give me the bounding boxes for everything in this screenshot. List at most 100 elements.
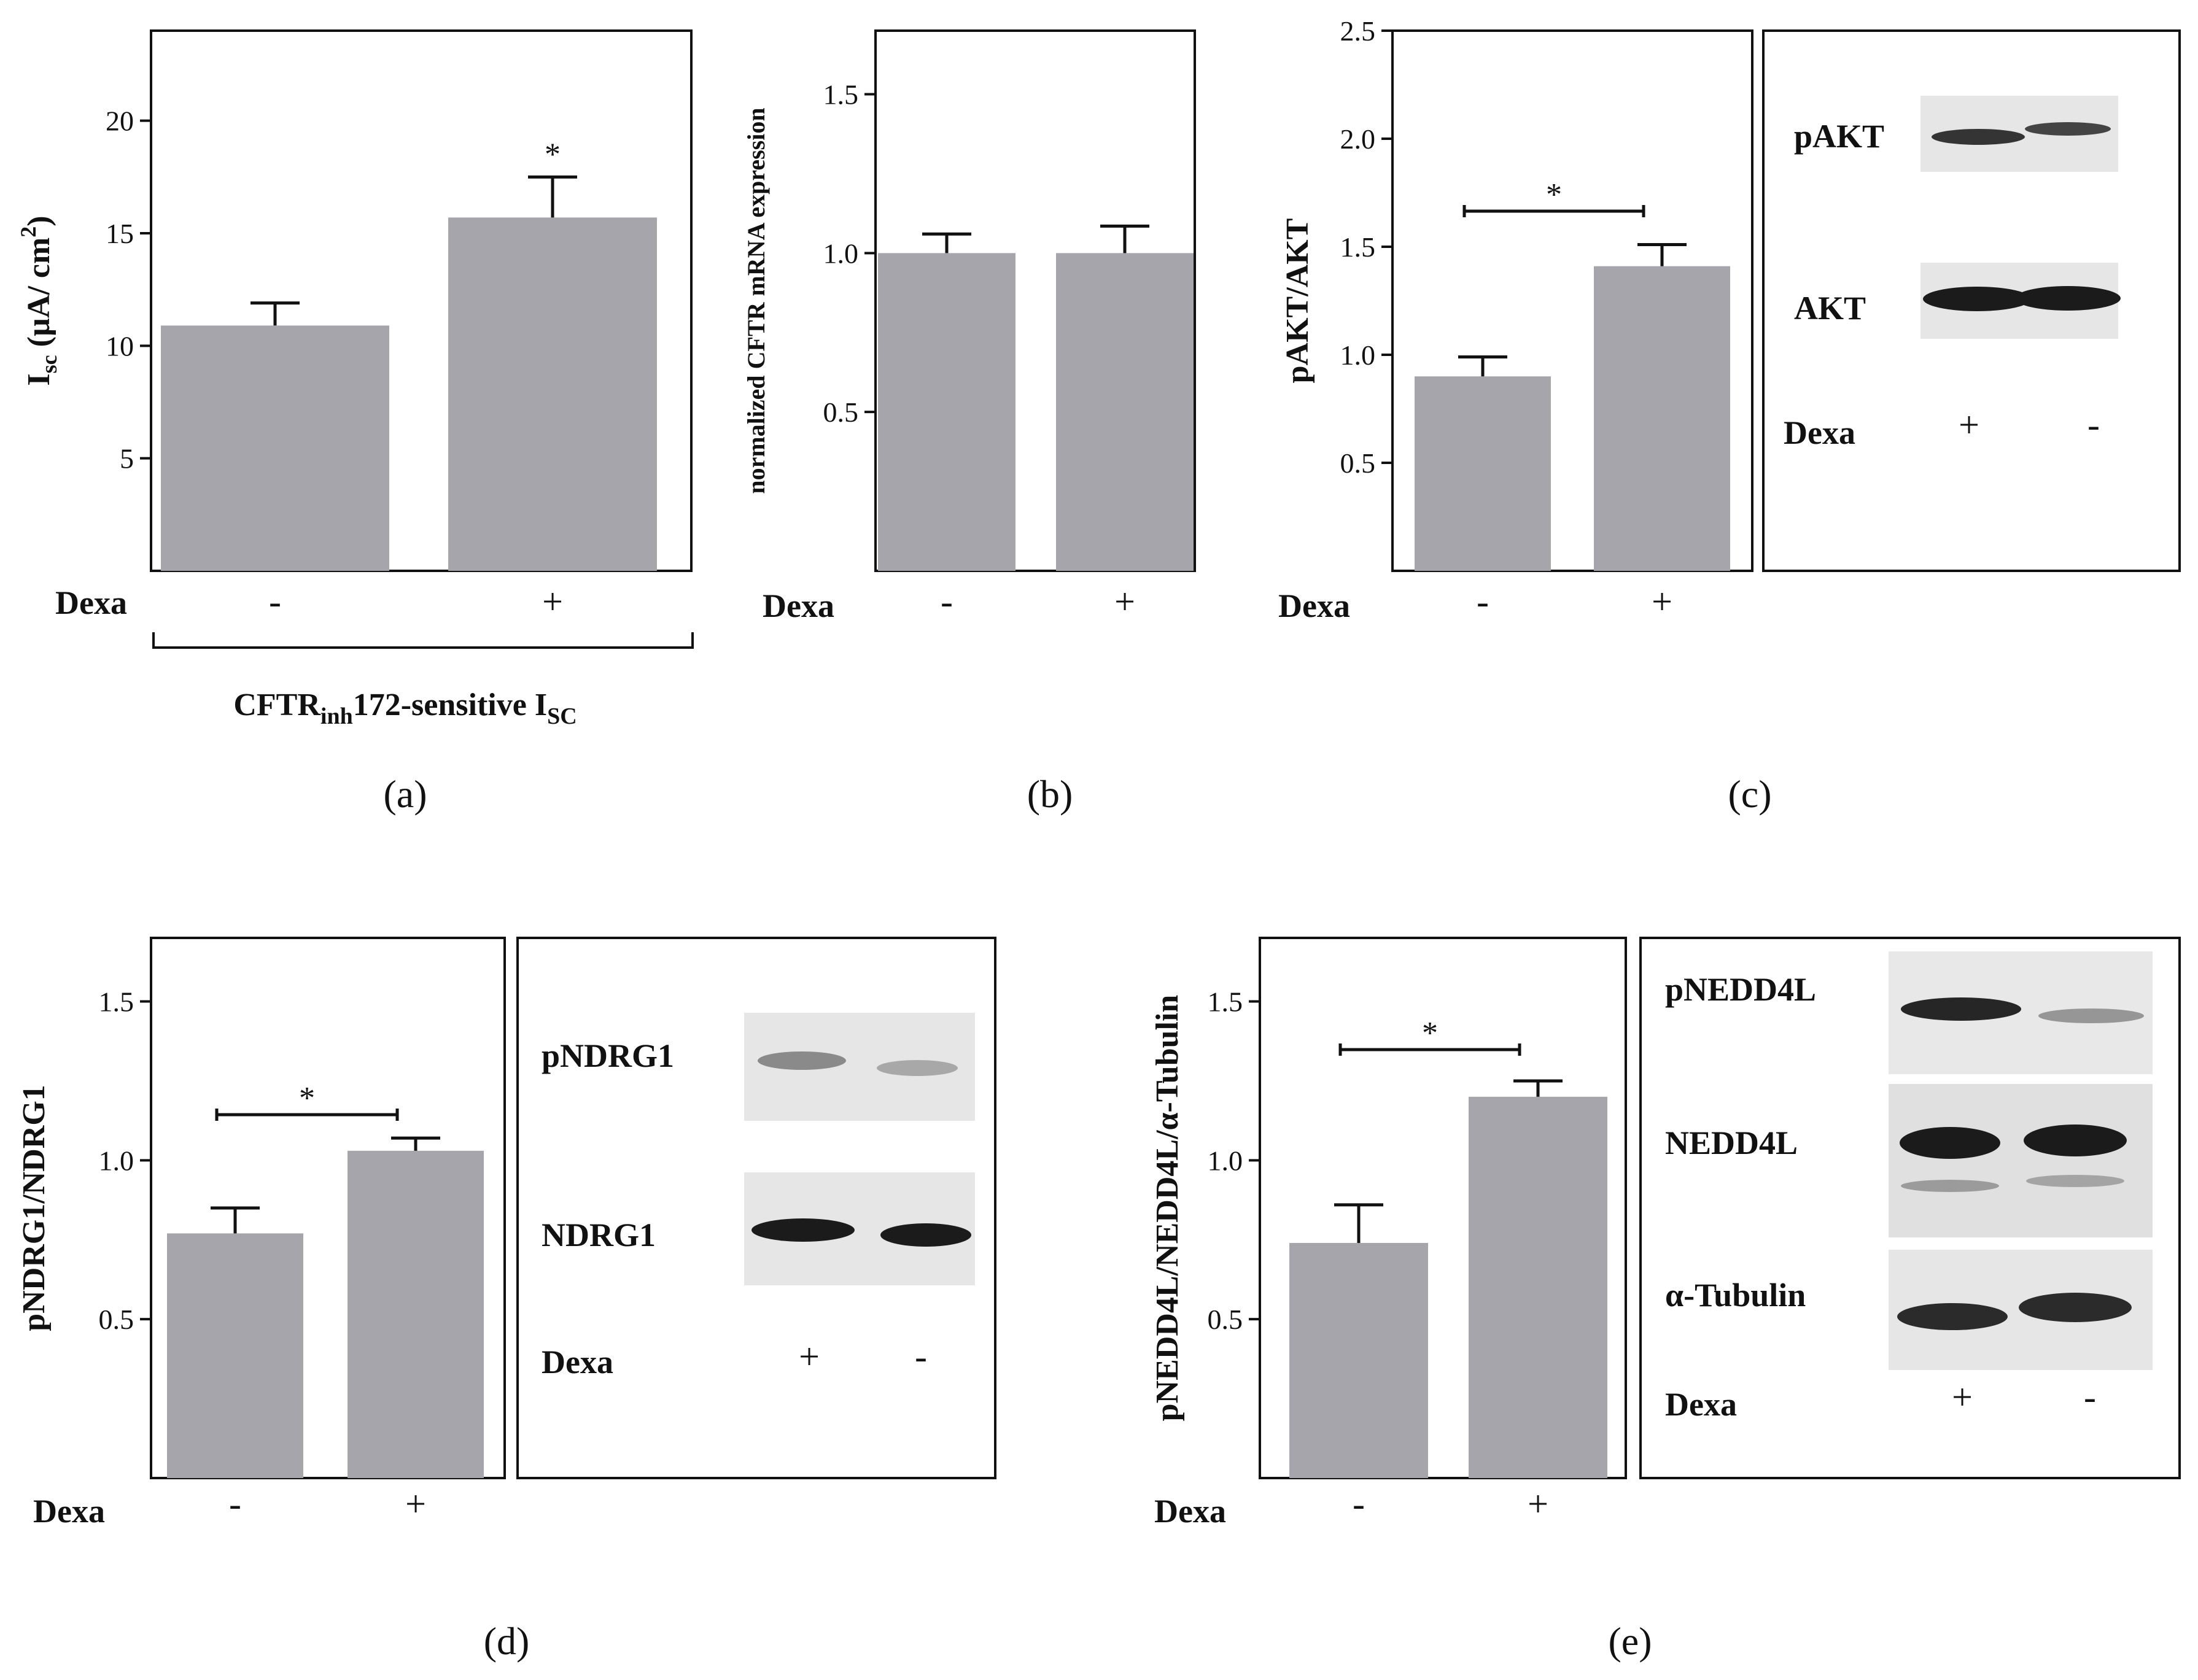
- panel-c-lane-plus: +: [1959, 405, 1979, 445]
- panel-a-ytick-label: 10: [106, 330, 134, 362]
- panel-d-lane-plus: +: [799, 1336, 820, 1377]
- panel-c-blot-frame: [1762, 29, 2181, 572]
- panel-d-ytick-label: 1.0: [99, 1145, 134, 1176]
- panel-e-chart: 0.5 1.0 1.5 - + *: [1208, 986, 1607, 1524]
- panel-a-group-bracket: [152, 632, 694, 649]
- panel-c-caption: (c): [1728, 772, 1771, 816]
- panel-c-chart: 0.5 1.0 1.5 2.0 2.5 - + *: [1340, 15, 1730, 622]
- panel-d-frame: [150, 937, 506, 1479]
- ndrg1-band-plus: [751, 1218, 855, 1242]
- panel-c-blot-dexa-label: Dexa: [1784, 414, 1855, 451]
- panel-e-bar: [1289, 1242, 1428, 1478]
- tubulin-band-plus: [1897, 1303, 2008, 1330]
- panel-e-significance-bracket: [1338, 1043, 1521, 1056]
- panel-b: 0.5 1.0 1.5 - + normalized CFTR mRNA express…: [742, 29, 1196, 816]
- pnedd4l-band-minus: [2038, 1008, 2144, 1023]
- panel-d-ytick-label: 1.5: [99, 986, 134, 1018]
- panel-c-ytick-label: 1.5: [1340, 231, 1376, 263]
- pakt-band-plus: [1932, 129, 2025, 145]
- panel-b-caption: (b): [1027, 772, 1073, 816]
- panel-c-ytick-label: 2.5: [1340, 15, 1376, 47]
- panel-c-significance-star: *: [1546, 177, 1562, 212]
- panel-d-bar: [348, 1150, 484, 1478]
- panel-d-category-label: -: [229, 1484, 241, 1524]
- panel-a-category-label: +: [542, 581, 563, 622]
- panel-c-ytick-label: 2.0: [1340, 123, 1376, 155]
- panel-d-blot-dexa-label: Dexa: [542, 1344, 613, 1380]
- akt-band-minus: [2015, 286, 2121, 311]
- panel-e-lane-minus: -: [2084, 1377, 2096, 1417]
- panel-c: 0.5 1.0 1.5 2.0 2.5 - + * pAKT/AKT Dexa (c) pAK…: [1278, 15, 2181, 816]
- panel-b-chart: 0.5 1.0 1.5 - +: [823, 79, 1194, 622]
- panel-e-lane-plus: +: [1952, 1377, 1973, 1417]
- panel-b-category-label: -: [941, 581, 953, 622]
- panel-a-dexa-label: Dexa: [55, 584, 127, 621]
- panel-d: 0.5 1.0 1.5 - + * pNDRG1/NDRG1 Dexa (d) pNDRG…: [17, 937, 996, 1663]
- panel-d-ytick-label: 0.5: [99, 1304, 134, 1335]
- panel-b-y-axis-title: normalized CFTR mRNA expression: [742, 107, 770, 494]
- panel-b-category-label: +: [1114, 581, 1135, 622]
- panel-d-blot: pNDRG1 NDRG1 Dexa + -: [516, 937, 996, 1479]
- panel-c-frame: [1391, 29, 1753, 572]
- panel-d-significance-star: *: [299, 1081, 315, 1116]
- panel-c-category-label: -: [1477, 581, 1489, 622]
- pndrg1-blot-image: [744, 1013, 975, 1121]
- pakt-band-minus: [2025, 122, 2111, 136]
- akt-label: AKT: [1794, 290, 1866, 327]
- panel-d-caption: (d): [484, 1619, 530, 1663]
- panel-b-frame: [874, 29, 1196, 572]
- panel-e-dexa-label: Dexa: [1154, 1493, 1226, 1530]
- panel-e-ytick-label: 1.0: [1208, 1145, 1243, 1176]
- panel-a-caption: (a): [383, 772, 427, 816]
- tubulin-label: α-Tubulin: [1665, 1277, 1806, 1314]
- panel-b-ytick-label: 1.5: [823, 79, 859, 110]
- panel-a-bar: [448, 217, 657, 571]
- tubulin-band-minus: [2019, 1293, 2132, 1322]
- panel-d-significance-bracket: [215, 1109, 399, 1121]
- panel-c-blot: pAKT AKT Dexa + -: [1762, 29, 2181, 572]
- panel-b-ytick-label: 0.5: [823, 397, 859, 428]
- panel-c-bar: [1594, 266, 1730, 571]
- akt-band-plus: [1923, 287, 2031, 311]
- pnedd4l-band-plus: [1901, 997, 2021, 1021]
- pakt-label: pAKT: [1794, 118, 1884, 155]
- nedd4l-lower-band-minus: [2026, 1175, 2124, 1187]
- panel-d-lane-minus: -: [915, 1336, 927, 1377]
- panel-a-category-label: -: [269, 581, 281, 622]
- ndrg1-label: NDRG1: [542, 1217, 656, 1253]
- nedd4l-band-plus: [1900, 1127, 2000, 1159]
- panel-c-category-label: +: [1652, 581, 1672, 622]
- panel-a-y-axis-title: Isc (µA/ cm2): [16, 215, 61, 385]
- panel-e-blot: pNEDD4L NEDD4L α-Tubulin Dexa + -: [1639, 937, 2181, 1479]
- panel-a-ytick-label: 20: [106, 106, 134, 137]
- panel-b-dexa-label: Dexa: [763, 587, 834, 624]
- panel-d-y-axis-title: pNDRG1/NDRG1: [17, 1085, 52, 1331]
- panel-c-y-axis-title: pAKT/AKT: [1280, 219, 1315, 384]
- panel-b-ytick-label: 1.0: [823, 238, 859, 269]
- panel-e-frame: [1259, 937, 1627, 1479]
- panel-e-bar: [1469, 1096, 1607, 1478]
- panel-a-frame: [150, 29, 693, 572]
- nedd4l-label: NEDD4L: [1665, 1125, 1798, 1161]
- panel-a-significance-star: *: [545, 137, 561, 172]
- panel-e-ytick-label: 0.5: [1208, 1304, 1243, 1335]
- panel-a-ytick-label: 5: [120, 443, 134, 474]
- panel-b-bar: [878, 253, 1016, 571]
- panel-d-category-label: +: [405, 1484, 426, 1524]
- panel-a-chart: 5 10 15 20 - + *: [106, 106, 657, 622]
- panel-c-bar: [1415, 376, 1551, 571]
- panel-a: 5 10 15 20 - + * Isc (µA/ cm2) Dexa CFTRinh172…: [16, 29, 694, 816]
- nedd4l-lower-band-plus: [1901, 1180, 1999, 1192]
- panel-a-bracket-label: CFTRinh172-sensitive ISC: [233, 687, 577, 729]
- panel-c-significance-bracket: [1462, 205, 1645, 217]
- pndrg1-label: pNDRG1: [542, 1037, 674, 1074]
- panel-d-dexa-label: Dexa: [33, 1493, 105, 1530]
- panel-e: 0.5 1.0 1.5 - + * pNEDD4L/NEDD4L/α-Tubulin De…: [1150, 937, 2181, 1663]
- panel-b-bar: [1056, 253, 1194, 571]
- panel-c-dexa-label: Dexa: [1278, 587, 1350, 624]
- nedd4l-blot-image: [1889, 1084, 2153, 1237]
- panel-e-significance-star: *: [1422, 1016, 1438, 1051]
- panel-a-bar: [161, 325, 389, 571]
- panel-c-ytick-label: 0.5: [1340, 447, 1376, 479]
